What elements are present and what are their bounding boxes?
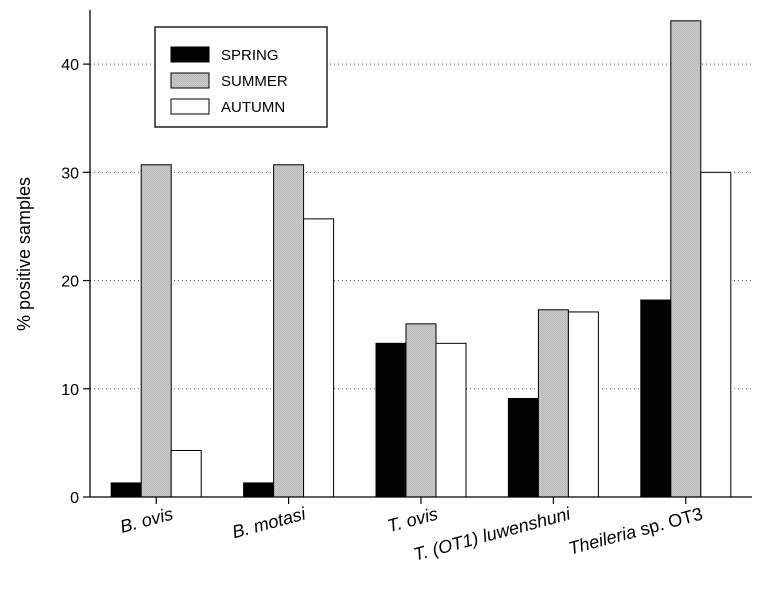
category-label-part: sp. OT3 <box>633 504 705 541</box>
category-label-part: B. motasi <box>230 503 309 542</box>
y-tick-labels: 0 10 20 30 40 <box>61 57 79 507</box>
category-label-part: luwenshuni <box>480 503 573 546</box>
category-label: B. ovis <box>118 504 175 537</box>
legend-label-summer: SUMMER <box>221 73 288 90</box>
y-tick-label: 30 <box>61 165 79 182</box>
bar-autumn-0 <box>170 449 202 498</box>
category-label-part: T. (OT1) <box>411 527 485 565</box>
legend-swatch-autumn <box>170 98 210 115</box>
bar-autumn-2 <box>435 342 467 498</box>
bars <box>110 20 732 498</box>
bar-spring-4 <box>640 299 672 498</box>
bar-summer-1 <box>273 164 305 498</box>
bar-summer-2 <box>405 323 437 498</box>
legend-label-spring: SPRING <box>221 47 279 64</box>
legend-swatch-spring <box>170 46 210 63</box>
legend: SPRING SUMMER AUTUMN <box>154 26 328 128</box>
category-label: B. motasi <box>230 503 309 542</box>
legend-swatch-summer <box>170 72 210 89</box>
category-label-part: Theileria <box>566 521 638 558</box>
y-tick-label: 0 <box>70 490 79 507</box>
axes <box>83 10 752 504</box>
bar-spring-1 <box>243 482 275 498</box>
y-tick-label: 40 <box>61 57 79 74</box>
legend-label-autumn: AUTUMN <box>221 99 285 116</box>
bar-autumn-1 <box>303 218 335 498</box>
category-label-part: T. ovis <box>385 504 440 537</box>
bar-summer-4 <box>670 20 702 498</box>
y-tick-label: 10 <box>61 382 79 399</box>
y-axis-label: % positive samples <box>14 177 34 331</box>
bar-summer-0 <box>140 164 172 498</box>
bar-spring-0 <box>110 482 142 498</box>
bar-autumn-3 <box>567 311 599 498</box>
y-tick-label: 20 <box>61 274 79 291</box>
bar-summer-3 <box>537 309 569 498</box>
bar-spring-3 <box>507 398 539 498</box>
category-label: T. ovis <box>385 504 440 537</box>
bar-autumn-4 <box>700 171 732 498</box>
category-label: Theileria sp. OT3 <box>566 504 705 559</box>
category-label-part: B. ovis <box>118 504 175 537</box>
bar-spring-2 <box>375 342 407 498</box>
